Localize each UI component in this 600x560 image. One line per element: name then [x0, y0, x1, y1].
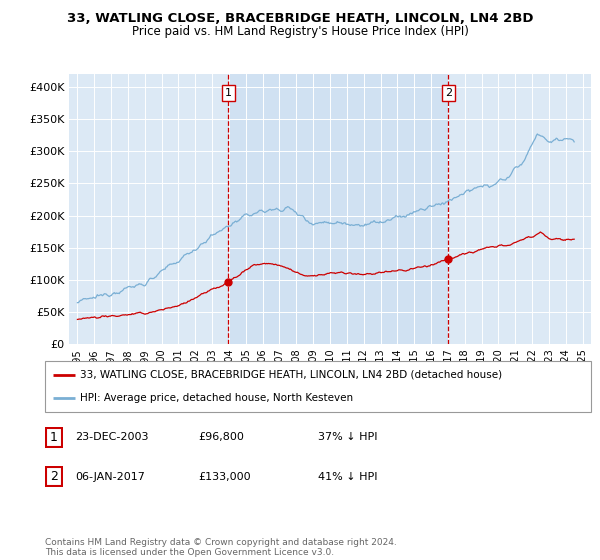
Text: 33, WATLING CLOSE, BRACEBRIDGE HEATH, LINCOLN, LN4 2BD: 33, WATLING CLOSE, BRACEBRIDGE HEATH, LI… [67, 12, 533, 25]
Text: 41% ↓ HPI: 41% ↓ HPI [318, 472, 377, 482]
FancyBboxPatch shape [46, 467, 62, 486]
Text: £96,800: £96,800 [198, 432, 244, 442]
Text: 33, WATLING CLOSE, BRACEBRIDGE HEATH, LINCOLN, LN4 2BD (detached house): 33, WATLING CLOSE, BRACEBRIDGE HEATH, LI… [80, 370, 503, 380]
FancyBboxPatch shape [45, 361, 591, 412]
Text: 2: 2 [50, 470, 58, 483]
FancyBboxPatch shape [46, 428, 62, 447]
Text: 1: 1 [225, 88, 232, 98]
Text: 06-JAN-2017: 06-JAN-2017 [75, 472, 145, 482]
Text: 2: 2 [445, 88, 452, 98]
Text: 37% ↓ HPI: 37% ↓ HPI [318, 432, 377, 442]
Bar [229, 74, 448, 344]
Text: Price paid vs. HM Land Registry's House Price Index (HPI): Price paid vs. HM Land Registry's House … [131, 25, 469, 38]
Text: 23-DEC-2003: 23-DEC-2003 [75, 432, 149, 442]
Text: £133,000: £133,000 [198, 472, 251, 482]
Text: 1: 1 [50, 431, 58, 444]
Text: HPI: Average price, detached house, North Kesteven: HPI: Average price, detached house, Nort… [80, 393, 353, 403]
Text: Contains HM Land Registry data © Crown copyright and database right 2024.
This d: Contains HM Land Registry data © Crown c… [45, 538, 397, 557]
